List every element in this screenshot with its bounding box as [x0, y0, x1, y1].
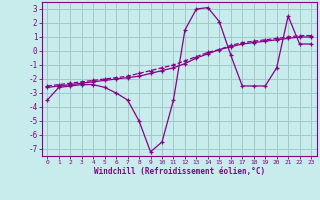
X-axis label: Windchill (Refroidissement éolien,°C): Windchill (Refroidissement éolien,°C) [94, 167, 265, 176]
